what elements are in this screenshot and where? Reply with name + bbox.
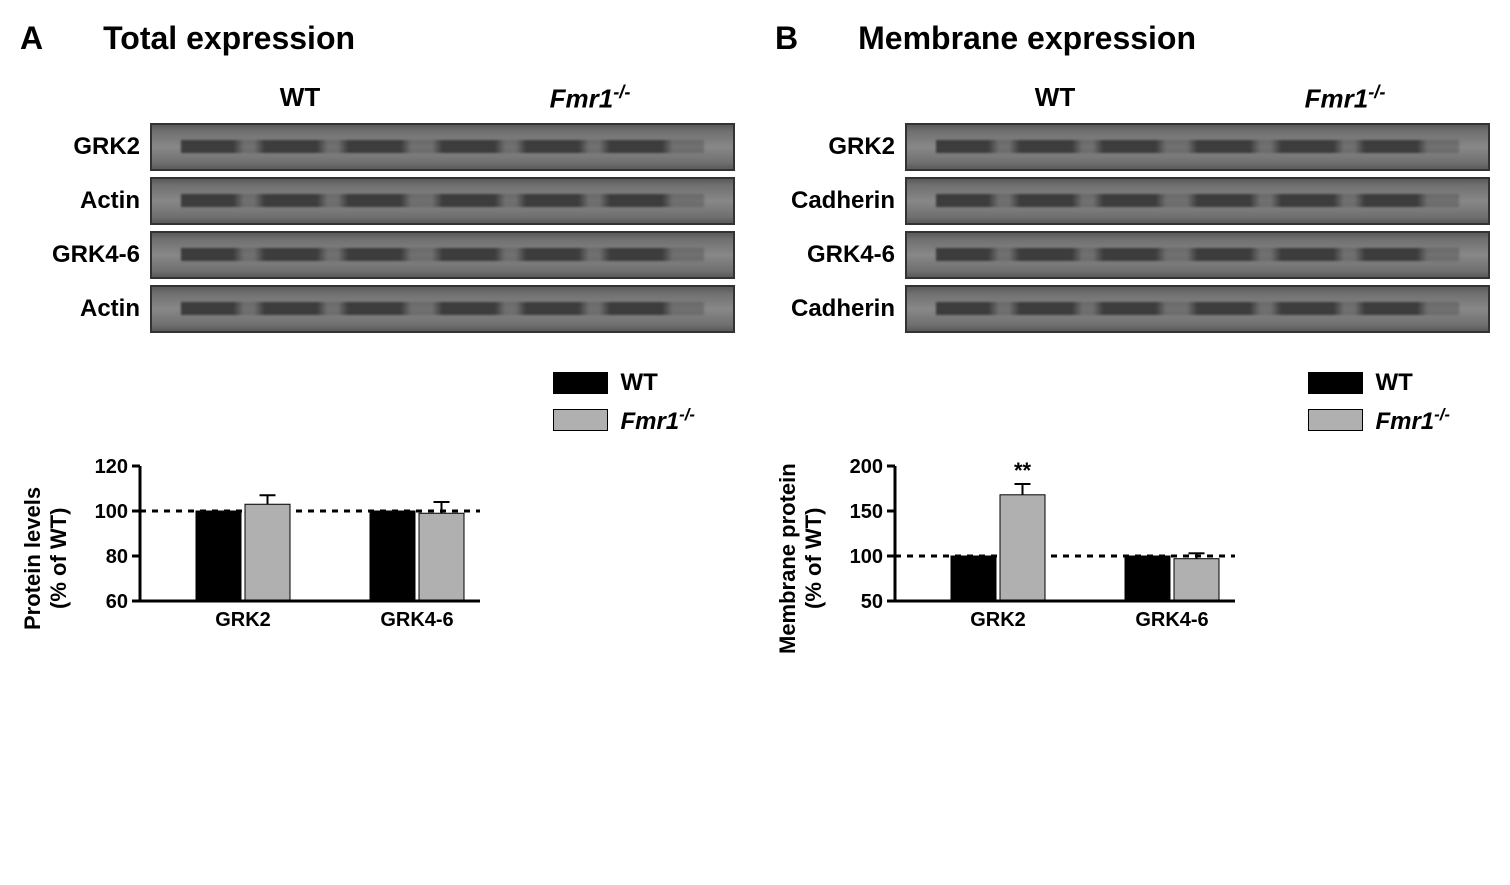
panel-a-header: A Total expression [20, 20, 735, 57]
legend-swatch [553, 409, 608, 431]
panel-a-wt-label: WT [155, 82, 445, 115]
panel-a-blots: WT Fmr1-/- GRK2 Actin GRK4-6 Actin [20, 82, 735, 339]
panel-a-condition-labels: WT Fmr1-/- [20, 82, 735, 115]
legend-label: WT [620, 369, 657, 397]
legend-item-wt: WT [553, 369, 695, 397]
legend-swatch [1308, 372, 1363, 394]
blot-label: Cadherin [775, 187, 905, 215]
svg-text:150: 150 [850, 501, 883, 523]
legend-swatch [553, 372, 608, 394]
blot-band [150, 285, 735, 333]
blot-band [150, 177, 735, 225]
chart-y-label: Membrane protein (% of WT) [775, 451, 827, 666]
panel-b-ko-label: Fmr1-/- [1200, 82, 1490, 115]
legend-item-wt: WT [1308, 369, 1450, 397]
panel-b: B Membrane expression WT Fmr1-/- GRK2 Ca… [775, 20, 1490, 865]
blot-label: Actin [20, 295, 150, 323]
svg-text:50: 50 [861, 591, 883, 613]
panel-a-letter: A [20, 20, 43, 57]
svg-text:GRK4-6: GRK4-6 [1135, 609, 1208, 631]
panel-b-chart: Membrane protein (% of WT) ** GRK2 GRK4-6 5… [775, 451, 1490, 666]
blot-label: GRK2 [775, 133, 905, 161]
svg-text:80: 80 [106, 546, 128, 568]
blot-band [905, 285, 1490, 333]
panel-b-header: B Membrane expression [775, 20, 1490, 57]
svg-text:100: 100 [850, 546, 883, 568]
svg-text:GRK2: GRK2 [970, 609, 1026, 631]
svg-text:120: 120 [95, 456, 128, 478]
blot-label: GRK2 [20, 133, 150, 161]
blot-row: Actin [20, 285, 735, 333]
blot-band [150, 231, 735, 279]
blot-band [905, 123, 1490, 171]
blot-band [150, 123, 735, 171]
blot-band [905, 177, 1490, 225]
legend-item-ko: Fmr1-/- [553, 405, 695, 436]
chart-svg: GRK2 GRK4-6 60 80 100 120 [80, 451, 500, 666]
panel-b-letter: B [775, 20, 798, 57]
chart-y-label: Protein levels (% of WT) [20, 451, 72, 666]
panel-b-legend: WT Fmr1-/- [1308, 369, 1450, 436]
blot-row: Actin [20, 177, 735, 225]
svg-text:GRK4-6: GRK4-6 [380, 609, 453, 631]
panel-a-ko-label: Fmr1-/- [445, 82, 735, 115]
blot-row: GRK2 [775, 123, 1490, 171]
blot-row: Cadherin [775, 177, 1490, 225]
panel-a: A Total expression WT Fmr1-/- GRK2 Actin… [20, 20, 735, 865]
legend-swatch [1308, 409, 1363, 431]
panel-b-title: Membrane expression [858, 20, 1196, 57]
legend-item-ko: Fmr1-/- [1308, 405, 1450, 436]
legend-label: Fmr1-/- [1375, 405, 1450, 436]
svg-text:200: 200 [850, 456, 883, 478]
blot-label: GRK4-6 [775, 241, 905, 269]
svg-text:100: 100 [95, 501, 128, 523]
blot-row: GRK2 [20, 123, 735, 171]
chart-area: ** GRK2 GRK4-6 50 100 150 200 [835, 451, 1490, 666]
blot-label: GRK4-6 [20, 241, 150, 269]
chart-svg: ** GRK2 GRK4-6 50 100 150 200 [835, 451, 1255, 666]
blot-row: GRK4-6 [20, 231, 735, 279]
svg-text:60: 60 [106, 591, 128, 613]
panel-a-title: Total expression [103, 20, 355, 57]
blot-label: Actin [20, 187, 150, 215]
panel-a-chart: Protein levels (% of WT) GRK2 GRK4-6 60 80 1… [20, 451, 735, 666]
blot-label: Cadherin [775, 295, 905, 323]
blot-band [905, 231, 1490, 279]
svg-text:GRK2: GRK2 [215, 609, 271, 631]
panel-b-blots: WT Fmr1-/- GRK2 Cadherin GRK4-6 Cadherin [775, 82, 1490, 339]
blot-row: GRK4-6 [775, 231, 1490, 279]
svg-text:**: ** [1014, 458, 1032, 483]
chart-area: GRK2 GRK4-6 60 80 100 120 [80, 451, 735, 666]
blot-row: Cadherin [775, 285, 1490, 333]
panel-b-wt-label: WT [910, 82, 1200, 115]
panel-b-condition-labels: WT Fmr1-/- [775, 82, 1490, 115]
panel-a-legend: WT Fmr1-/- [553, 369, 695, 436]
legend-label: WT [1375, 369, 1412, 397]
legend-label: Fmr1-/- [620, 405, 695, 436]
